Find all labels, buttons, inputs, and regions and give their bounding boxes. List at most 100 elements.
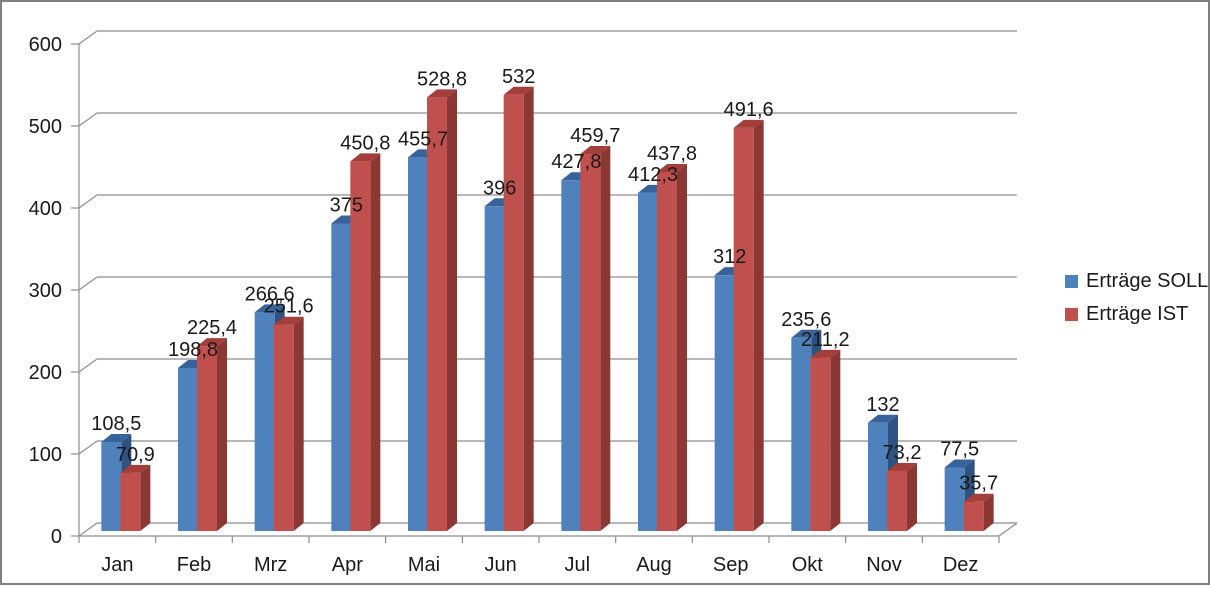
y-axis-label: 100 bbox=[29, 444, 62, 466]
legend-swatch-ist-icon bbox=[1065, 308, 1078, 321]
data-label: 528,8 bbox=[417, 68, 467, 90]
data-label: 35,7 bbox=[959, 473, 998, 495]
legend-item-ist[interactable]: Erträge IST bbox=[1065, 304, 1208, 325]
data-label: 491,6 bbox=[724, 99, 774, 121]
bar-ertr-ge-ist-mrz[interactable] bbox=[273, 324, 294, 531]
x-axis-label: Jan bbox=[101, 554, 133, 576]
bar-ertr-ge-soll-mrz[interactable] bbox=[254, 312, 275, 531]
y-axis-label: 600 bbox=[29, 34, 62, 56]
bar-ertr-ge-ist-okt-side bbox=[830, 349, 841, 531]
x-axis-label: Mrz bbox=[254, 554, 287, 576]
data-label: 211,2 bbox=[801, 329, 850, 351]
y-axis-label: 500 bbox=[29, 116, 62, 138]
bar-ertr-ge-ist-mai-side bbox=[446, 89, 457, 531]
gridline-wall-diagonal bbox=[78, 522, 98, 537]
data-label: 375 bbox=[330, 195, 363, 217]
bar-ertr-ge-ist-jul[interactable] bbox=[580, 154, 601, 531]
x-axis-label: Okt bbox=[792, 554, 824, 576]
bar-ertr-ge-soll-sep[interactable] bbox=[714, 275, 735, 531]
x-axis-label: Feb bbox=[177, 554, 211, 576]
bar-ertr-ge-ist-mai[interactable] bbox=[426, 97, 447, 531]
y-axis-label: 200 bbox=[29, 362, 62, 384]
bar-ertr-ge-soll-nov[interactable] bbox=[867, 422, 888, 531]
x-axis-label: Jul bbox=[565, 554, 591, 576]
x-axis-label: Aug bbox=[636, 554, 672, 576]
bar-ertr-ge-ist-mrz-top bbox=[273, 316, 304, 325]
x-axis-label: Apr bbox=[332, 554, 363, 576]
data-label: 396 bbox=[483, 177, 516, 199]
bar-ertr-ge-ist-jun-top bbox=[503, 86, 534, 95]
bar-ertr-ge-ist-sep-top bbox=[733, 119, 764, 128]
x-axis-label: Jun bbox=[485, 554, 517, 576]
bar-ertr-ge-ist-apr-top bbox=[350, 153, 381, 162]
bar-ertr-ge-ist-sep-side bbox=[753, 119, 764, 531]
bar-ertr-ge-soll-mrz-top bbox=[254, 304, 285, 313]
data-label: 73,2 bbox=[883, 442, 922, 464]
bar-ertr-ge-ist-jun-side bbox=[523, 86, 534, 531]
bar-ertr-ge-ist-apr[interactable] bbox=[350, 161, 371, 531]
data-label: 437,8 bbox=[647, 143, 697, 165]
data-label: 198,8 bbox=[168, 339, 218, 361]
bar-ertr-ge-soll-apr[interactable] bbox=[331, 223, 352, 532]
gridline-wall-diagonal bbox=[78, 276, 98, 291]
bar-ertr-ge-ist-jun[interactable] bbox=[503, 94, 524, 531]
bar-ertr-ge-ist-okt-top bbox=[810, 349, 841, 358]
data-label: 412,3 bbox=[628, 164, 678, 186]
bar-ertr-ge-ist-aug-top bbox=[656, 164, 687, 173]
x-axis-label: Dez bbox=[943, 554, 979, 576]
legend-label-soll: Erträge SOLL bbox=[1086, 270, 1209, 292]
bar-ertr-ge-ist-mrz-side bbox=[293, 316, 304, 531]
bar-ertr-ge-soll-jun[interactable] bbox=[484, 206, 505, 531]
bar-ertr-ge-soll-jan-top bbox=[101, 434, 132, 443]
data-label: 455,7 bbox=[398, 128, 448, 150]
bar-ertr-ge-ist-aug-side bbox=[676, 164, 687, 531]
bar-ertr-ge-soll-mai[interactable] bbox=[407, 157, 428, 532]
data-label: 77,5 bbox=[940, 438, 979, 460]
gridline-wall-diagonal bbox=[78, 194, 98, 209]
bar-ertr-ge-ist-feb-side bbox=[216, 338, 227, 531]
data-label: 532 bbox=[502, 66, 535, 88]
bar-ertr-ge-soll-okt[interactable] bbox=[791, 337, 812, 531]
bar-ertr-ge-ist-dez-side bbox=[983, 493, 994, 531]
bar-ertr-ge-ist-jan-top bbox=[120, 464, 151, 473]
x-axis-label: Mai bbox=[408, 554, 440, 576]
gridline-wall-diagonal bbox=[78, 112, 98, 127]
data-label: 312 bbox=[713, 246, 746, 268]
legend-label-ist: Erträge IST bbox=[1086, 303, 1189, 325]
bar-ertr-ge-ist-nov[interactable] bbox=[886, 470, 907, 531]
bar-ertr-ge-ist-sep[interactable] bbox=[733, 127, 754, 531]
data-label: 235,6 bbox=[781, 309, 831, 331]
bar-ertr-ge-soll-aug[interactable] bbox=[637, 192, 658, 531]
y-axis-label: 400 bbox=[29, 198, 62, 220]
bar-ertr-ge-soll-feb[interactable] bbox=[177, 367, 198, 531]
bar-ertr-ge-soll-nov-top bbox=[867, 414, 898, 423]
floor-right-diagonal bbox=[998, 522, 1018, 537]
x-axis-label: Sep bbox=[713, 554, 749, 576]
bar-ertr-ge-ist-dez[interactable] bbox=[963, 501, 984, 531]
bar-ertr-ge-soll-dez[interactable] bbox=[944, 467, 965, 531]
legend-swatch-soll-icon bbox=[1065, 275, 1078, 288]
bar-ertr-ge-soll-dez-top bbox=[944, 459, 975, 468]
bar-ertr-ge-ist-jul-side bbox=[600, 146, 611, 531]
data-label: 225,4 bbox=[187, 317, 237, 339]
bar-ertr-ge-ist-aug[interactable] bbox=[656, 172, 677, 531]
bar-ertr-ge-soll-jan[interactable] bbox=[101, 442, 122, 531]
bar-ertr-ge-ist-jan[interactable] bbox=[120, 472, 141, 531]
data-label: 70,9 bbox=[116, 444, 155, 466]
legend-item-soll[interactable]: Erträge SOLL bbox=[1065, 271, 1208, 292]
data-label: 427,8 bbox=[551, 151, 601, 173]
bar-ertr-ge-ist-okt[interactable] bbox=[810, 357, 831, 531]
data-label: 251,6 bbox=[264, 296, 314, 318]
bar-ertr-ge-ist-nov-top bbox=[886, 462, 917, 471]
bar-ertr-ge-ist-jan-side bbox=[140, 464, 151, 531]
bar-ertr-ge-soll-okt-top bbox=[791, 329, 822, 338]
x-axis-label: Nov bbox=[866, 554, 902, 576]
bar-ertr-ge-soll-jul[interactable] bbox=[561, 180, 582, 532]
data-label: 266,6 bbox=[245, 283, 295, 305]
bar-ertr-ge-ist-feb[interactable] bbox=[196, 346, 217, 531]
gridline-wall-diagonal bbox=[78, 358, 98, 373]
y-axis-label: 300 bbox=[29, 280, 62, 302]
bar-ertr-ge-ist-feb-top bbox=[196, 338, 227, 347]
